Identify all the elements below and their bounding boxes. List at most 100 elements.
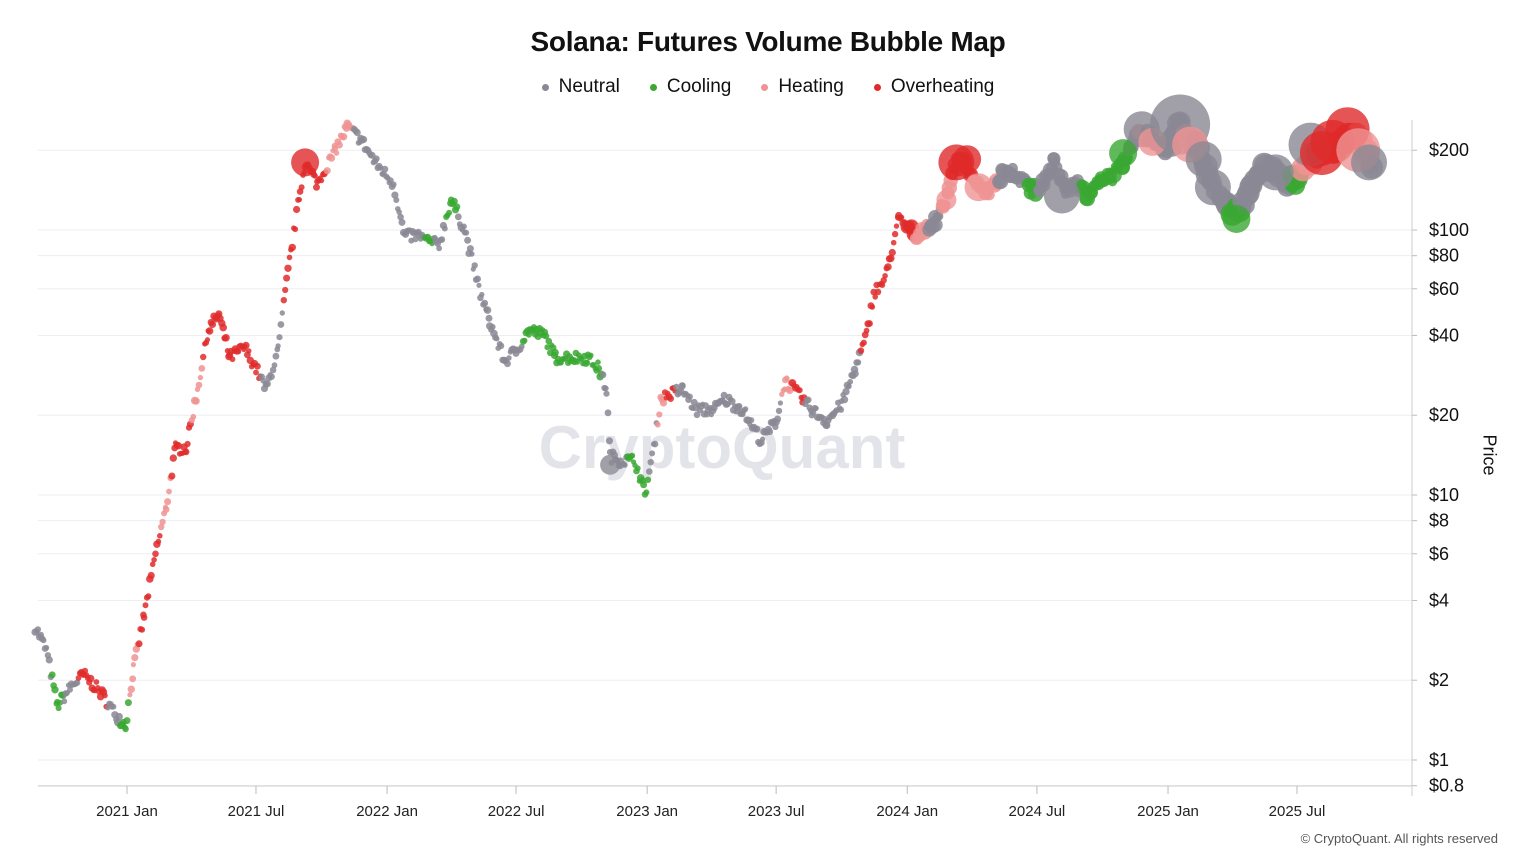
bubble-neutral bbox=[760, 436, 766, 442]
bubble-cooling bbox=[595, 365, 603, 372]
bubble-neutral bbox=[813, 405, 819, 412]
legend-label-heating: Heating bbox=[778, 76, 844, 97]
large-bubble-cooling bbox=[1109, 139, 1138, 168]
large-bubble-neutral bbox=[1194, 169, 1231, 206]
bubble-neutral bbox=[494, 336, 500, 342]
bubble-neutral bbox=[748, 417, 755, 424]
bubble-neutral bbox=[454, 213, 462, 221]
bubble-neutral bbox=[837, 406, 845, 413]
bubble-neutral bbox=[693, 411, 701, 419]
bubble-neutral bbox=[268, 373, 275, 381]
bubble-overheating bbox=[229, 356, 236, 363]
bubble-overheating bbox=[174, 442, 182, 450]
bubble-heating bbox=[130, 662, 136, 668]
y-tick-label: $200 bbox=[1429, 140, 1469, 160]
bubble-overheating bbox=[145, 593, 152, 600]
large-bubble-cooling bbox=[1222, 205, 1251, 233]
legend-label-overheating: Overheating bbox=[890, 76, 995, 97]
bubble-overheating bbox=[219, 323, 227, 332]
x-tick-label: 2025 Jan bbox=[1137, 803, 1199, 820]
legend-label-cooling: Cooling bbox=[666, 76, 732, 97]
bubble-neutral bbox=[463, 229, 470, 236]
bubble-neutral bbox=[483, 306, 492, 314]
bubble-neutral bbox=[1007, 162, 1018, 174]
bubble-overheating bbox=[147, 571, 155, 580]
large-bubble-heating bbox=[964, 173, 993, 202]
legend-item-overheating[interactable]: Overheating bbox=[873, 76, 995, 98]
bubble-neutral bbox=[851, 370, 859, 378]
legend-item-heating[interactable]: Heating bbox=[761, 76, 844, 98]
x-tick-label: 2021 Jan bbox=[96, 803, 158, 820]
bubble-overheating bbox=[235, 348, 242, 355]
large-bubble-neutral bbox=[1351, 144, 1387, 181]
bubble-neutral bbox=[43, 645, 50, 651]
bubble-neutral bbox=[497, 342, 505, 350]
bubble-overheating bbox=[208, 320, 217, 328]
watermark: CryptoQuant bbox=[539, 414, 906, 481]
bubble-heating bbox=[197, 374, 204, 381]
bubble-overheating bbox=[253, 369, 259, 376]
y-tick-label: $2 bbox=[1429, 670, 1449, 690]
bubble-overheating bbox=[866, 320, 873, 327]
bubble-neutral bbox=[115, 712, 123, 721]
bubble-cooling bbox=[644, 476, 652, 483]
bubble-neutral bbox=[476, 282, 482, 288]
y-tick-label: $80 bbox=[1429, 246, 1459, 266]
bubble-overheating bbox=[152, 550, 159, 558]
x-tick-label: 2024 Jul bbox=[1009, 803, 1066, 820]
bubble-neutral bbox=[73, 679, 81, 686]
legend-item-cooling[interactable]: Cooling bbox=[649, 76, 732, 98]
bubble-cooling bbox=[450, 197, 458, 206]
legend-item-neutral[interactable]: Neutral bbox=[541, 76, 620, 98]
bubble-overheating bbox=[254, 362, 261, 370]
bubble-cooling bbox=[122, 725, 129, 733]
bubble-overheating bbox=[284, 264, 292, 272]
bubble-overheating bbox=[296, 197, 302, 203]
bubble-heating bbox=[323, 167, 331, 175]
bubble-neutral bbox=[766, 428, 774, 436]
large-bubble-overheating bbox=[953, 145, 982, 174]
x-tick-label: 2021 Jul bbox=[228, 803, 285, 820]
bubble-neutral bbox=[466, 245, 474, 253]
bubble-neutral bbox=[396, 209, 403, 215]
bubble-neutral bbox=[461, 223, 467, 230]
bubble-heating bbox=[192, 397, 200, 405]
bubble-neutral bbox=[489, 323, 496, 331]
bubble-cooling bbox=[588, 352, 594, 358]
bubble-cooling bbox=[123, 717, 131, 725]
bubble-neutral bbox=[680, 382, 686, 388]
bubble-neutral bbox=[602, 385, 609, 392]
y-tick-label: $1 bbox=[1429, 750, 1449, 770]
bubble-overheating bbox=[200, 353, 207, 361]
bubble-overheating bbox=[184, 440, 191, 448]
bubble-heating bbox=[127, 692, 133, 698]
bubble-overheating bbox=[87, 674, 95, 683]
bubble-overheating bbox=[887, 254, 895, 263]
legend-dot-cooling bbox=[649, 83, 657, 91]
x-tick-label: 2023 Jan bbox=[616, 803, 678, 820]
bubble-neutral bbox=[263, 380, 271, 388]
bubble-overheating bbox=[286, 254, 293, 261]
bubble-heating bbox=[162, 506, 170, 513]
bubble-neutral bbox=[436, 245, 442, 252]
bubble-neutral bbox=[45, 656, 53, 664]
bubble-heating bbox=[333, 150, 340, 156]
bubble-neutral bbox=[804, 396, 812, 404]
bubble-overheating bbox=[882, 273, 888, 279]
bubble-heating bbox=[159, 518, 166, 526]
bubble-neutral bbox=[276, 334, 283, 341]
bubble-cooling bbox=[544, 344, 551, 351]
bubble-overheating bbox=[138, 626, 146, 633]
bubble-cooling bbox=[521, 337, 528, 344]
bubble-cooling bbox=[446, 209, 453, 216]
bubble-cooling bbox=[542, 332, 550, 340]
x-tick-label: 2022 Jan bbox=[356, 803, 418, 820]
bubble-overheating bbox=[151, 557, 157, 563]
bubble-neutral bbox=[391, 191, 399, 199]
bubble-heating bbox=[656, 411, 663, 418]
bubble-neutral bbox=[353, 128, 361, 137]
large-bubble-heating bbox=[936, 189, 957, 210]
x-tick-label: 2024 Jan bbox=[876, 803, 938, 820]
bubble-cooling bbox=[595, 359, 601, 366]
